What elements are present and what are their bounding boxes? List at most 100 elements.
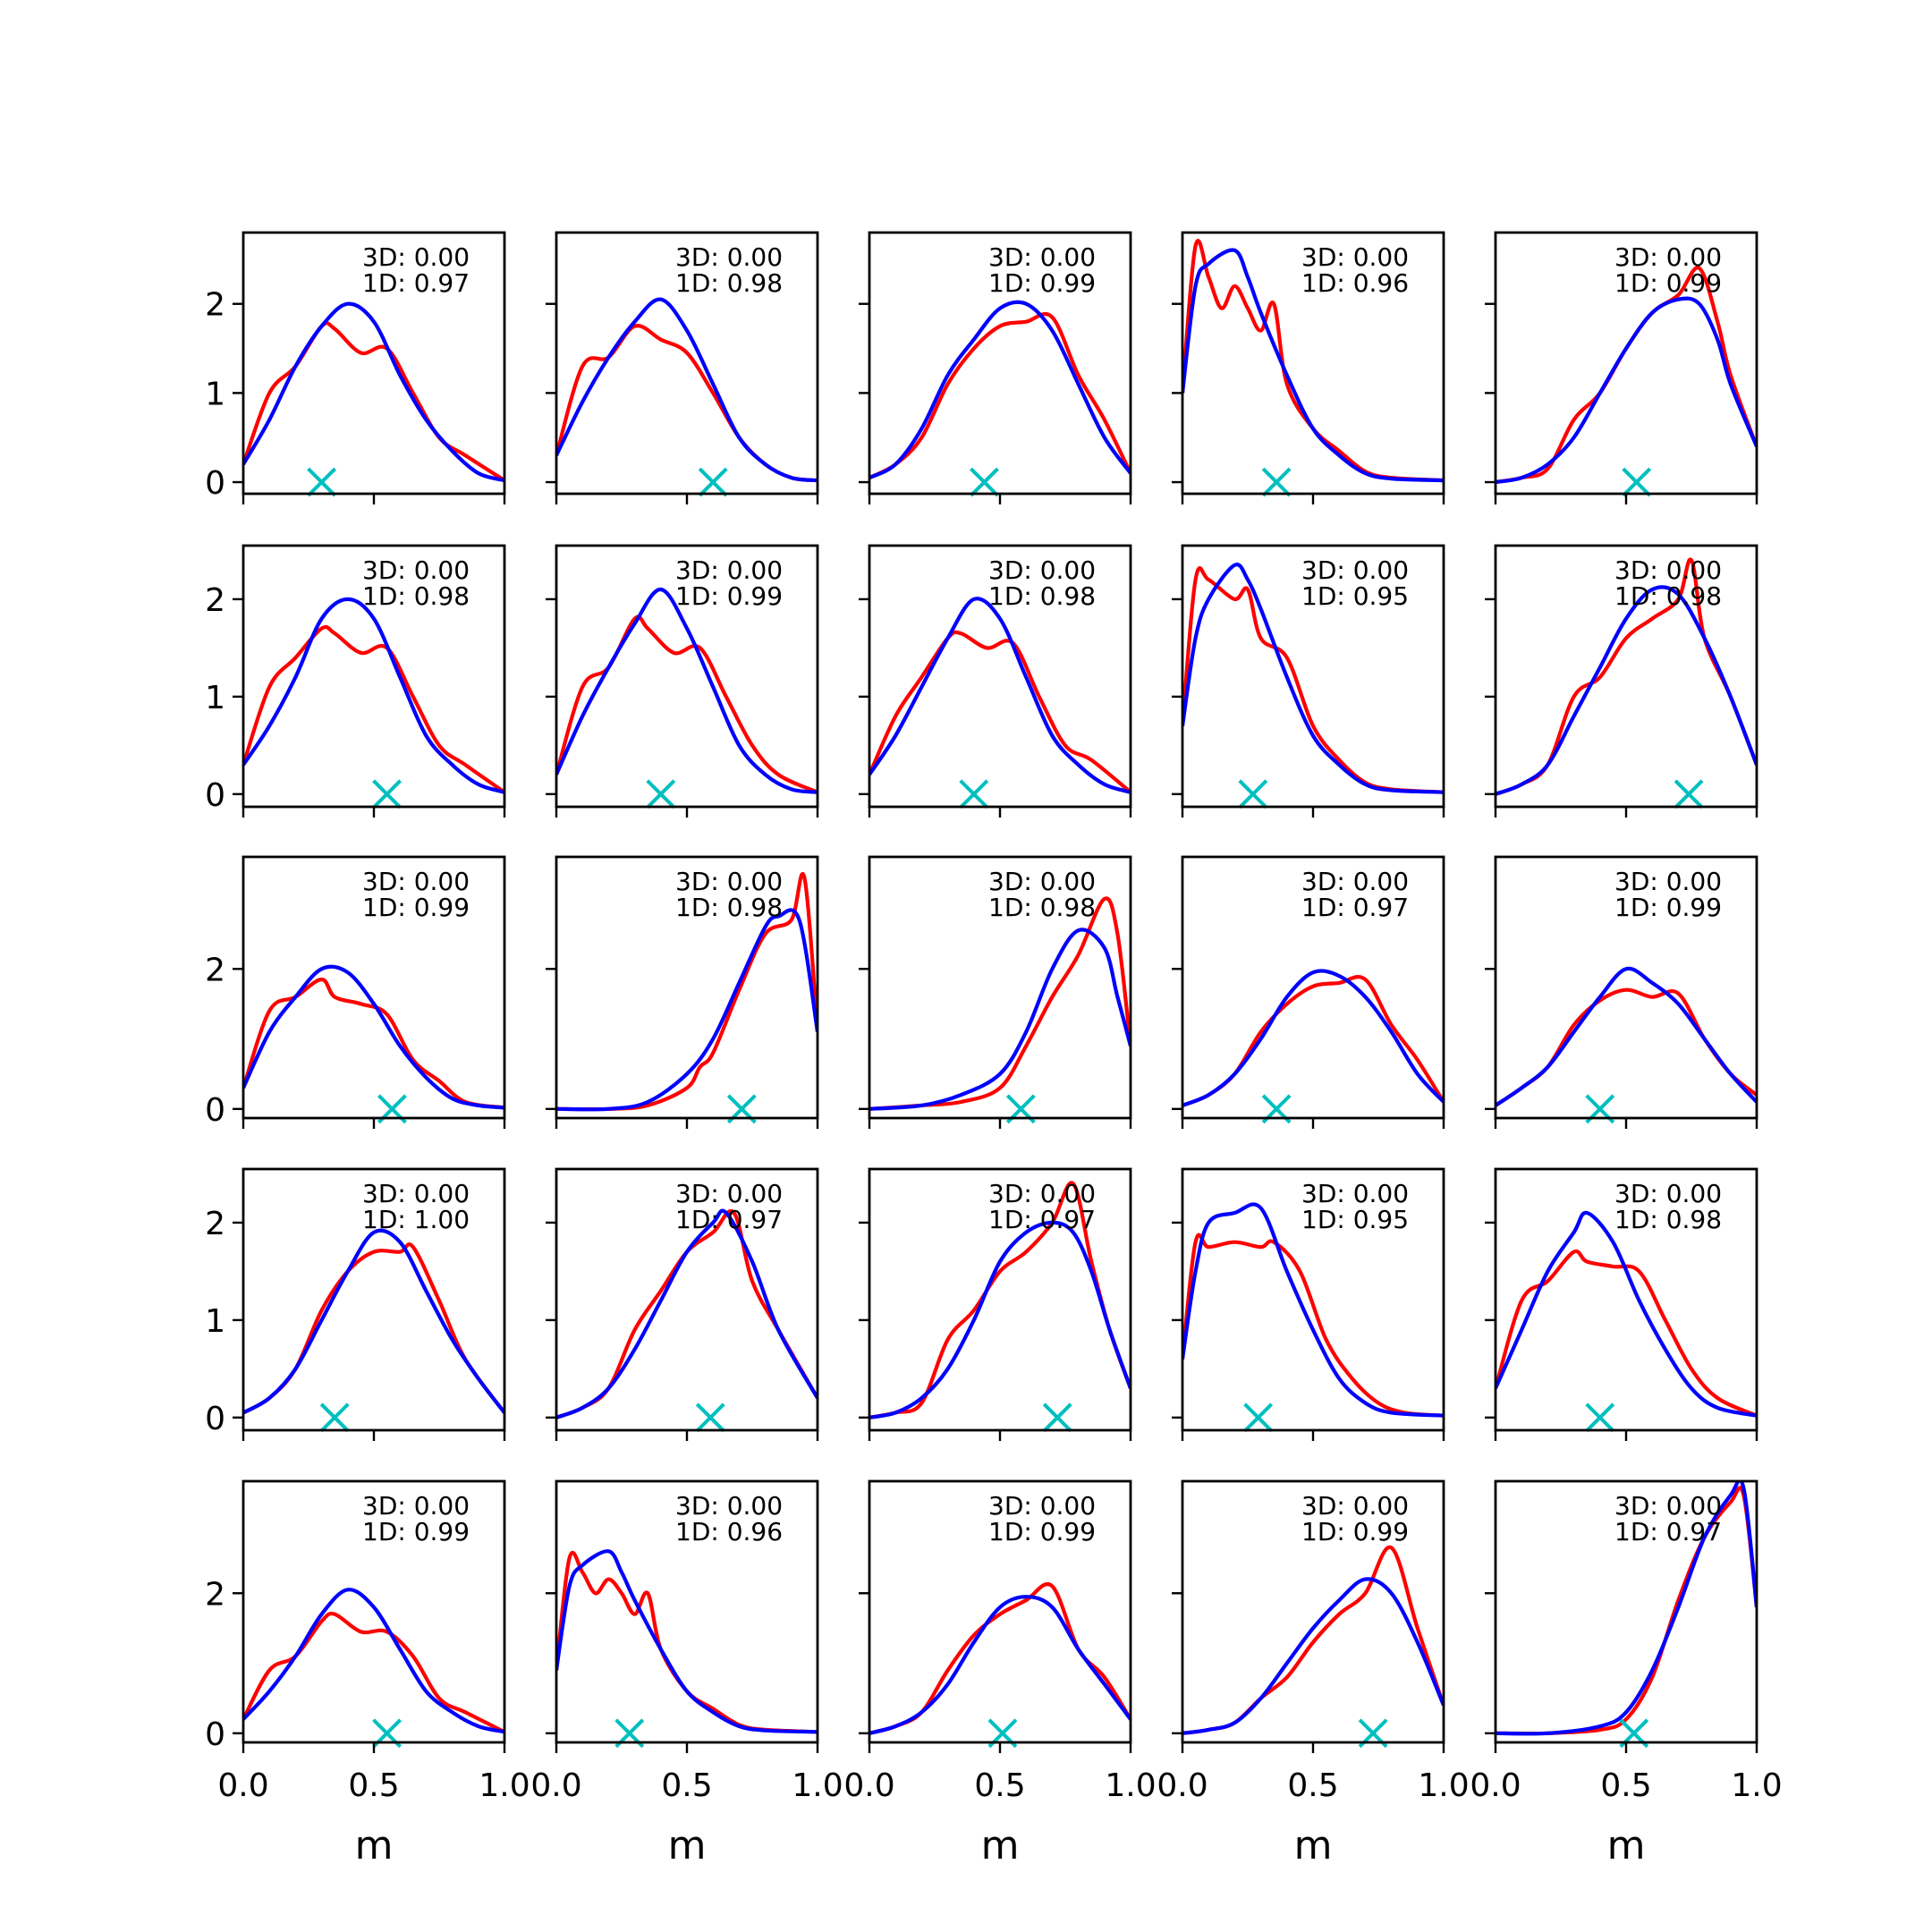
blue-curve [869, 1595, 1131, 1735]
x-tick-label: 1.0 [792, 1767, 843, 1804]
score-annotation: 3D: 0.00 [988, 1491, 1096, 1521]
blue-curve [556, 587, 818, 794]
x-tick-label: 1.0 [479, 1767, 530, 1804]
x-marker [1585, 1402, 1615, 1433]
score-annotation: 1D: 0.99 [362, 1517, 470, 1546]
blue-curve [243, 1228, 504, 1415]
blue-curve [869, 300, 1131, 480]
red-curve [869, 1181, 1131, 1419]
red-curve [869, 311, 1131, 479]
x-axis-label: m [1294, 1823, 1333, 1868]
score-annotation: 3D: 0.00 [988, 242, 1096, 272]
y-tick-label: 2 [205, 952, 225, 988]
blue-curve [1496, 966, 1757, 1107]
x-tick-label: 0.5 [1287, 1767, 1338, 1804]
x-marker [959, 779, 989, 809]
curves [243, 964, 504, 1110]
red-curve [556, 1208, 818, 1419]
blue-curve [243, 964, 504, 1110]
curves [869, 1181, 1131, 1419]
x-tick-label: 1.0 [1418, 1767, 1469, 1804]
red-curve [243, 1611, 504, 1734]
curves [1496, 557, 1757, 796]
curves [556, 1549, 818, 1734]
blue-curve [243, 301, 504, 483]
y-tick-label: 2 [205, 1576, 225, 1613]
red-curve [243, 321, 504, 482]
red-curve [1182, 1233, 1444, 1418]
score-annotation: 3D: 0.00 [1614, 1491, 1722, 1521]
x-tick-label: 0.0 [1470, 1767, 1521, 1804]
red-curve [1496, 987, 1757, 1107]
score-annotation: 3D: 0.00 [1301, 242, 1409, 272]
y-tick-label: 1 [205, 376, 225, 412]
red-curve [556, 1550, 818, 1734]
red-curve [1182, 1545, 1444, 1735]
blue-curve [243, 597, 504, 794]
curves [556, 872, 818, 1112]
x-marker [970, 467, 999, 497]
curves [1182, 969, 1444, 1107]
score-annotation: 3D: 0.00 [988, 555, 1096, 585]
x-marker [1261, 467, 1292, 497]
red-curve [1496, 266, 1757, 485]
blue-curve [1182, 248, 1444, 483]
curves [243, 1588, 504, 1734]
x-tick-label: 1.0 [1105, 1767, 1156, 1804]
y-tick-label: 1 [205, 1303, 225, 1340]
curves [869, 896, 1131, 1111]
x-tick-label: 0.0 [843, 1767, 894, 1804]
score-annotation: 1D: 0.95 [1301, 581, 1409, 611]
x-tick-label: 0.5 [661, 1767, 712, 1804]
score-annotation: 1D: 0.96 [675, 1517, 783, 1546]
blue-curve [869, 1220, 1131, 1419]
y-tick-label: 0 [205, 777, 225, 814]
curves [556, 297, 818, 483]
y-tick-label: 0 [205, 1716, 225, 1753]
score-annotation: 1D: 0.99 [988, 268, 1096, 298]
red-curve [869, 630, 1131, 794]
red-curve [1496, 1249, 1757, 1418]
blue-curve [1496, 585, 1757, 796]
curves [869, 597, 1131, 794]
score-annotation: 3D: 0.00 [1301, 1179, 1409, 1208]
score-annotation: 1D: 0.99 [362, 893, 470, 922]
score-annotation: 3D: 0.00 [988, 867, 1096, 896]
score-annotation: 3D: 0.00 [362, 555, 470, 585]
blue-curve [243, 1588, 504, 1734]
blue-curve [1182, 969, 1444, 1107]
x-tick-label: 0.0 [530, 1767, 581, 1804]
blue-curve [1496, 296, 1757, 485]
y-tick-label: 0 [205, 1092, 225, 1129]
curves [869, 300, 1131, 480]
score-annotation: 3D: 0.00 [362, 242, 470, 272]
curves [243, 1228, 504, 1415]
y-tick-label: 2 [205, 287, 225, 324]
blue-curve [1496, 1210, 1757, 1418]
score-annotation: 1D: 0.98 [1614, 581, 1722, 611]
blue-curve [556, 908, 818, 1112]
curves [556, 587, 818, 794]
score-annotation: 1D: 0.98 [675, 893, 783, 922]
score-annotation: 3D: 0.00 [675, 1179, 783, 1208]
score-annotation: 1D: 0.99 [1614, 893, 1722, 922]
blue-curve [556, 1208, 818, 1419]
score-annotation: 1D: 0.98 [988, 581, 1096, 611]
curves [869, 1582, 1131, 1735]
blue-curve [1182, 563, 1444, 794]
